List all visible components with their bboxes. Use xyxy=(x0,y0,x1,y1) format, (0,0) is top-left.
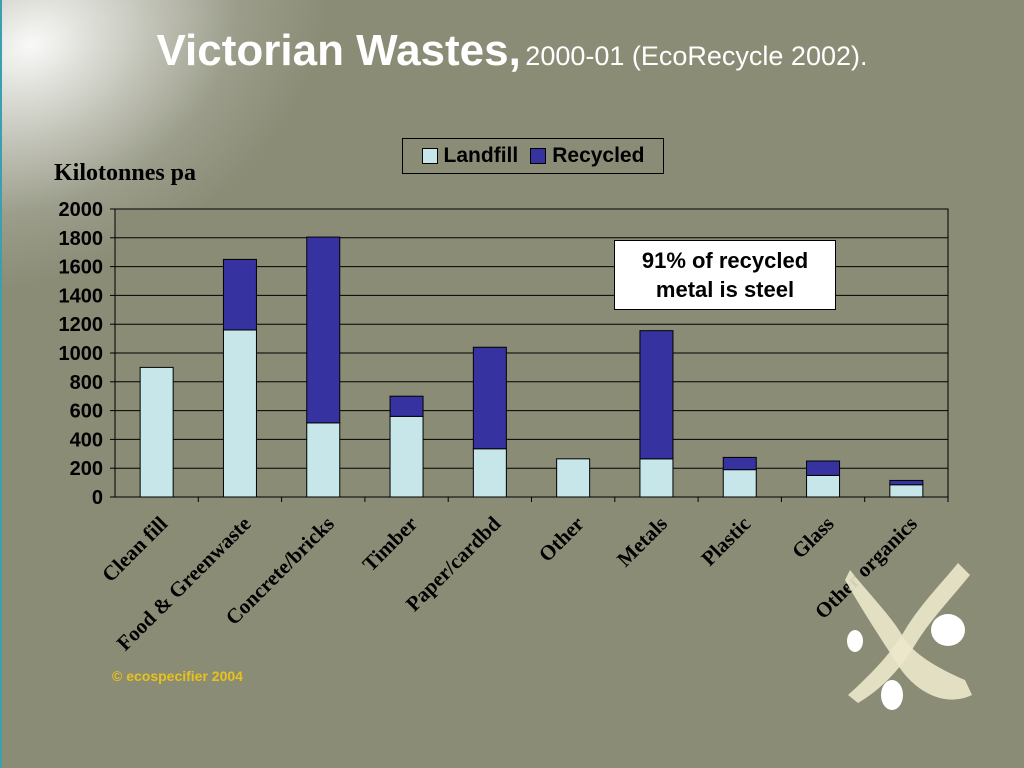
x-category-label: Metals xyxy=(612,512,672,572)
y-tick-label: 0 xyxy=(92,487,103,509)
bar-recycled xyxy=(306,236,341,424)
bar-landfill xyxy=(556,458,591,498)
bar-recycled xyxy=(222,258,257,331)
ecospecifier-logo-icon xyxy=(845,563,972,710)
legend-item-recycled: Recycled xyxy=(530,144,644,168)
slide-title: Victorian Wastes, 2000-01 (EcoRecycle 20… xyxy=(0,26,1024,76)
chart-legend: Landfill Recycled xyxy=(402,138,664,174)
y-tick-label: 1400 xyxy=(59,285,104,307)
x-category-label: Plastic xyxy=(696,512,755,571)
annotation-line-1: 91% of recycled xyxy=(641,248,809,273)
y-tick-label: 800 xyxy=(70,372,103,394)
y-tick-label: 1200 xyxy=(59,314,104,336)
legend-swatch-landfill xyxy=(421,148,438,164)
bar-landfill xyxy=(306,422,341,498)
y-tick-label: 1000 xyxy=(59,343,104,365)
x-category-label: Clean fill xyxy=(97,511,172,586)
title-sub: 2000-01 (EcoRecycle 2002). xyxy=(525,41,868,71)
bar-recycled xyxy=(389,395,424,417)
copyright-text: © ecospecifier 2004 xyxy=(112,668,243,684)
bar-recycled xyxy=(889,479,924,486)
y-tick-label: 1600 xyxy=(59,257,104,279)
legend-item-landfill: Landfill xyxy=(421,144,519,168)
bar-landfill xyxy=(222,329,257,498)
bar-landfill xyxy=(889,484,924,498)
bar-recycled xyxy=(472,346,507,450)
x-category-label: Other xyxy=(534,512,589,567)
slide-edge xyxy=(0,0,2,768)
bar-landfill xyxy=(722,469,757,498)
y-tick-label: 1800 xyxy=(59,228,104,250)
bar-recycled xyxy=(806,460,841,476)
y-tick-label: 200 xyxy=(70,458,103,480)
title-main: Victorian Wastes, xyxy=(156,26,521,75)
y-tick-label: 400 xyxy=(70,429,103,451)
legend-label-landfill: Landfill xyxy=(443,144,519,167)
bar-landfill xyxy=(639,458,674,498)
y-tick-label: 2000 xyxy=(59,199,104,221)
bar-landfill xyxy=(472,448,507,498)
y-axis-label: Kilotonnes pa xyxy=(54,160,197,186)
bar-landfill xyxy=(806,474,841,498)
annotation-line-2: metal is steel xyxy=(655,277,795,302)
bar-recycled xyxy=(639,330,674,460)
x-category-label: Timber xyxy=(358,512,423,577)
legend-swatch-recycled xyxy=(530,148,547,164)
bar-landfill xyxy=(389,415,424,498)
bar-landfill xyxy=(139,366,174,498)
steel-annotation: 91% of recycled metal is steel xyxy=(614,240,836,310)
y-tick-label: 600 xyxy=(70,401,103,423)
bar-recycled xyxy=(722,456,757,471)
legend-label-recycled: Recycled xyxy=(552,144,645,167)
